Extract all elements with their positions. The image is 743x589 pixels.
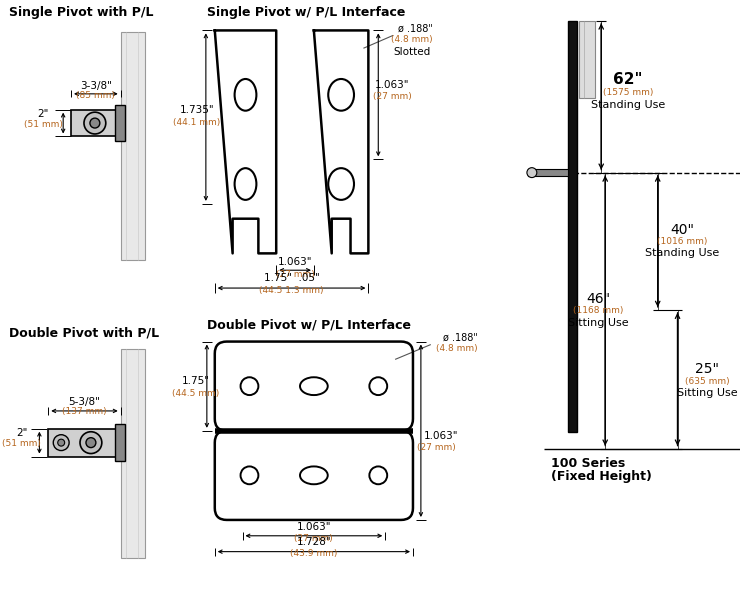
Ellipse shape	[90, 118, 100, 128]
Text: (51 mm): (51 mm)	[2, 439, 41, 448]
Text: 2": 2"	[38, 108, 49, 118]
Text: (1168 mm): (1168 mm)	[573, 306, 623, 315]
Text: ø .188": ø .188"	[398, 24, 433, 34]
Text: ø .188": ø .188"	[443, 333, 478, 343]
Bar	[120, 349, 146, 558]
Text: (27 mm): (27 mm)	[418, 443, 456, 452]
Text: Double Pivot w/ P/L Interface: Double Pivot w/ P/L Interface	[207, 318, 411, 331]
Bar	[71, 110, 120, 137]
Ellipse shape	[527, 168, 537, 177]
Text: (4.8 mm): (4.8 mm)	[435, 344, 477, 353]
Text: 1.75": 1.75"	[182, 376, 210, 386]
Text: 1.063": 1.063"	[296, 522, 331, 532]
Ellipse shape	[58, 439, 65, 446]
Text: Single Pivot w/ P/L Interface: Single Pivot w/ P/L Interface	[207, 6, 405, 19]
Text: 1.728": 1.728"	[296, 537, 331, 547]
Text: 1.063": 1.063"	[375, 80, 409, 90]
Text: (4.8 mm): (4.8 mm)	[391, 35, 432, 44]
Text: Sitting Use: Sitting Use	[568, 317, 629, 327]
Text: (635 mm): (635 mm)	[685, 377, 730, 386]
Ellipse shape	[84, 112, 106, 134]
Text: (44.5 mm): (44.5 mm)	[172, 389, 220, 398]
Text: 1.75"  .05": 1.75" .05"	[264, 273, 319, 283]
Text: 46": 46"	[586, 292, 610, 306]
Text: 62": 62"	[613, 72, 643, 88]
Bar	[580, 21, 595, 98]
Text: (1575 mm): (1575 mm)	[603, 88, 653, 97]
Text: 100 Series: 100 Series	[551, 457, 625, 470]
Bar	[114, 105, 125, 141]
Text: (1016 mm): (1016 mm)	[658, 237, 707, 246]
Text: (137 mm): (137 mm)	[62, 408, 107, 416]
Text: 3-3/8": 3-3/8"	[80, 81, 111, 91]
Bar	[48, 429, 120, 456]
Text: (44.1 mm): (44.1 mm)	[173, 118, 221, 127]
Ellipse shape	[86, 438, 96, 448]
Text: (85 mm): (85 mm)	[77, 91, 115, 100]
Text: 1.063": 1.063"	[278, 257, 312, 267]
Text: Double Pivot with P/L: Double Pivot with P/L	[9, 326, 159, 339]
Text: (43.9 mm): (43.9 mm)	[291, 549, 337, 558]
Text: (44.5 1.3 mm): (44.5 1.3 mm)	[259, 286, 324, 294]
Text: (27 mm): (27 mm)	[294, 534, 334, 543]
Text: (27 mm): (27 mm)	[276, 270, 314, 279]
Bar	[114, 424, 125, 461]
Text: 2": 2"	[16, 428, 27, 438]
Text: 5-3/8": 5-3/8"	[68, 397, 100, 407]
Text: (Fixed Height): (Fixed Height)	[551, 470, 652, 483]
Text: 1.063": 1.063"	[424, 431, 458, 441]
Bar	[568, 21, 577, 432]
Text: Single Pivot with P/L: Single Pivot with P/L	[9, 6, 153, 19]
Text: (27 mm): (27 mm)	[373, 92, 412, 101]
Ellipse shape	[80, 432, 102, 454]
Ellipse shape	[53, 435, 69, 451]
Text: Slotted: Slotted	[393, 47, 431, 57]
Text: 25": 25"	[695, 362, 719, 376]
Text: 1.735": 1.735"	[180, 105, 214, 115]
Text: Sitting Use: Sitting Use	[677, 388, 738, 398]
Bar	[120, 32, 146, 260]
Text: 40": 40"	[670, 223, 695, 237]
Bar	[528, 169, 568, 176]
Text: Standing Use: Standing Use	[646, 249, 720, 259]
Text: (51 mm): (51 mm)	[24, 120, 63, 129]
Text: Standing Use: Standing Use	[591, 100, 665, 110]
